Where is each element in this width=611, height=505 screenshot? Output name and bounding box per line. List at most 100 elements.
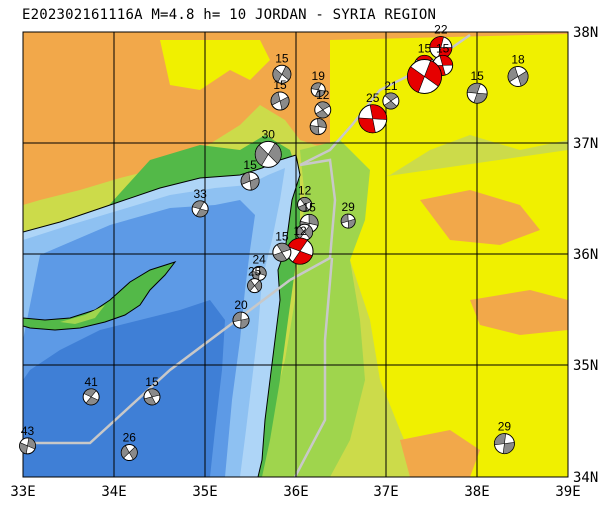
beachball-marker[interactable]: 25 [247, 265, 263, 294]
beachball-quadrant [299, 197, 312, 205]
beachball-marker[interactable]: 15 [143, 375, 161, 406]
beachball-marker[interactable]: 30 [254, 127, 282, 168]
beachball-quadrant [240, 171, 251, 185]
beachball-depth-label: 30 [262, 127, 276, 141]
beachball-quadrant [272, 68, 283, 83]
beachball-marker[interactable]: 20 [232, 298, 250, 329]
beachball-quadrant [383, 100, 398, 110]
beachball-quadrant [317, 118, 327, 129]
x-tick-label: 33E [10, 484, 35, 500]
beachball-depth-label: 33 [193, 187, 207, 201]
beachball-marker[interactable]: 21 [382, 79, 400, 110]
beachball-quadrant [120, 445, 130, 459]
beachball-depth-label: 26 [123, 431, 137, 445]
beachball-depth-label: 21 [384, 79, 398, 93]
beachball-quadrant [281, 65, 292, 81]
beachball-quadrant [310, 82, 322, 91]
map-frame [22, 31, 569, 478]
beachball-quadrant [369, 104, 387, 120]
beachball-depth-label: 18 [511, 53, 525, 67]
south-highland [400, 430, 480, 477]
y-tick-label: 35N [573, 358, 598, 374]
beachball-quadrant [232, 311, 242, 323]
beachball-quadrant [143, 396, 157, 406]
beachball-quadrant [147, 388, 161, 398]
beachball-depth-label: 24 [252, 252, 266, 266]
beachball-quadrant [19, 442, 28, 455]
beachball-quadrant [128, 446, 138, 460]
beachball-depth-label: 15 [273, 78, 287, 92]
beachball-depth-label: 19 [312, 69, 326, 83]
beachball-marker[interactable]: 15 [466, 69, 488, 104]
beachball-marker[interactable]: 18 [507, 53, 529, 87]
beachball-quadrant [195, 208, 209, 218]
beachball-marker[interactable]: 24 [251, 252, 267, 281]
beachball-quadrant [424, 60, 442, 87]
x-tick-label: 39E [555, 484, 580, 500]
interior-highland [420, 190, 540, 245]
deep-sea [23, 300, 225, 477]
beachball-quadrant [308, 214, 319, 226]
beachball-depth-label: 12 [316, 88, 330, 102]
beachball-marker[interactable]: 12 [314, 88, 332, 119]
beachball-marker[interactable]: 33 [191, 187, 209, 218]
beachball-quadrant [254, 279, 262, 292]
beachball-quadrant [494, 433, 507, 446]
map-title: E202302161116A M=4.8 h= 10 JORDAN - SYRI… [22, 7, 437, 23]
beachball-marker[interactable]: 29 [493, 420, 515, 455]
beachball-marker[interactable]: 19 [310, 69, 326, 98]
beachball-depth-label: 41 [84, 375, 98, 389]
border-syria-lebanon [289, 158, 337, 282]
beachball-depth-label: 15 [243, 158, 257, 172]
beachball-depth-label: 15 [302, 200, 316, 214]
beachball-quadrant [83, 388, 97, 398]
beachball-marker[interactable]: 12 [297, 183, 313, 212]
beachball-quadrant [358, 117, 376, 134]
cyprus-highland [60, 305, 105, 324]
beachball-depth-label: 29 [498, 420, 512, 434]
beachball-depth-label: 12 [298, 183, 312, 197]
northern-plateau [160, 40, 270, 90]
beachball-quadrant [502, 442, 515, 454]
beachball-marker[interactable]: 43 [19, 424, 37, 455]
beachball-marker[interactable]: 29 [340, 200, 356, 229]
beachball-quadrant [292, 250, 313, 265]
beachball-quadrant [240, 318, 250, 329]
beachball-marker[interactable]: 25 [358, 91, 388, 134]
beachball-quadrant [316, 101, 331, 111]
beachball-quadrant [85, 396, 99, 406]
beachball-quadrant [407, 66, 425, 93]
beachball-quadrant [439, 55, 453, 66]
y-tick-label: 34N [573, 470, 598, 486]
beachball-depth-label: 15 [470, 69, 484, 83]
beachball-quadrant [255, 144, 269, 166]
beachball-marker[interactable]: 12 [286, 224, 314, 265]
beachball-marker[interactable]: 15 [272, 51, 292, 84]
beachball-marker[interactable] [406, 59, 442, 94]
beachball-depth-label: 12 [293, 224, 307, 238]
beachball-quadrant [304, 225, 313, 239]
x-tick-label: 34E [101, 484, 126, 500]
beachball-depth-label: 25 [366, 91, 380, 105]
beachball-depth-label: 43 [21, 424, 35, 438]
beachball-depth-label: 20 [234, 298, 248, 312]
y-axis-labels: 38N 37N 36N 35N 34N [573, 25, 598, 486]
beachball-marker[interactable]: 15 [240, 158, 260, 191]
beachball-quadrant [347, 218, 356, 229]
x-tick-label: 35E [192, 484, 217, 500]
beachball-quadrant [267, 142, 282, 165]
beachball-marker[interactable]: 22 [429, 23, 453, 60]
beachball-marker[interactable]: 15 [272, 229, 292, 262]
beachball-marker[interactable]: 15 [270, 78, 290, 111]
border-inland [293, 257, 334, 477]
y-tick-label: 38N [573, 25, 598, 41]
x-tick-label: 37E [373, 484, 398, 500]
beachball-marker[interactable] [309, 118, 327, 136]
beachball-quadrant [473, 92, 488, 104]
beachball-depth-label: 15 [275, 51, 289, 65]
beachball-quadrant [429, 36, 444, 48]
beachball-marker[interactable]: 41 [82, 375, 100, 406]
beachball-marker[interactable]: 26 [120, 431, 138, 462]
x-tick-label: 38E [464, 484, 489, 500]
